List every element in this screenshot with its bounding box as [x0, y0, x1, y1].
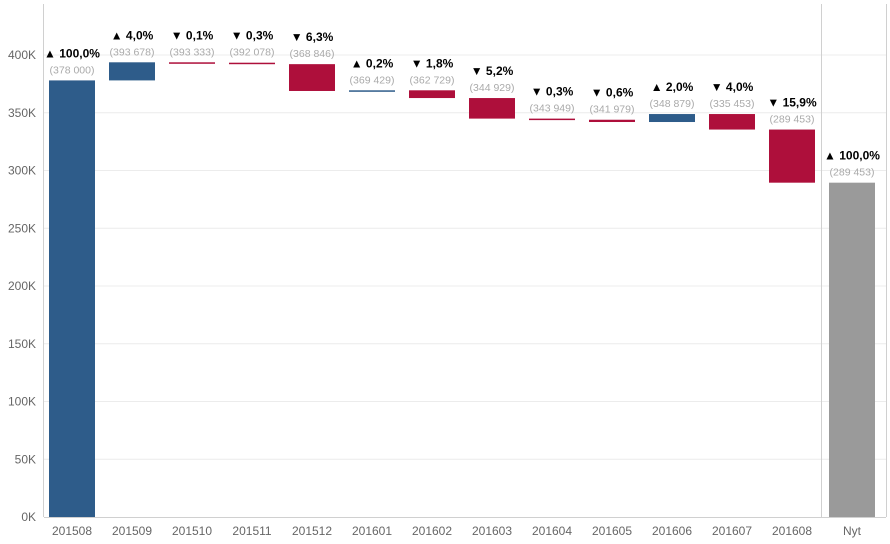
bar-201601 [349, 90, 395, 92]
y-tick-label: 400K [8, 48, 36, 62]
pct-label-Nyt: ▲ 100,0% [824, 149, 880, 163]
y-tick-label: 300K [8, 164, 36, 178]
bar-201606 [649, 114, 695, 123]
y-tick-label: 350K [8, 106, 36, 120]
pct-label-201607: ▼ 4,0% [711, 80, 754, 94]
bar-201602 [409, 90, 455, 99]
bar-201607 [709, 114, 755, 130]
value-label-201512: (368 846) [290, 48, 335, 60]
y-axis: 0K 50K 100K 150K 200K 250K 300K 350K 400K [8, 4, 44, 524]
pct-label-201604: ▼ 0,3% [531, 85, 574, 99]
pct-label-201511: ▼ 0,3% [231, 29, 274, 43]
x-tick-label: 201602 [412, 524, 452, 538]
pct-label-201509: ▲ 4,0% [111, 28, 154, 42]
bars [49, 62, 875, 518]
value-label-201605: (341 979) [590, 104, 635, 116]
value-label-201606: (348 879) [650, 98, 695, 110]
value-label-201602: (362 729) [410, 74, 455, 86]
value-label-201608: (289 453) [770, 114, 815, 126]
value-label-201607: (335 453) [710, 98, 755, 110]
value-label-Nyt: (289 453) [830, 167, 875, 179]
bar-201511 [229, 62, 275, 65]
y-tick-label: 100K [8, 395, 36, 409]
y-tick-label: 250K [8, 221, 36, 235]
value-label-201510: (393 333) [170, 46, 215, 58]
x-tick-label: 201601 [352, 524, 392, 538]
value-label-201509: (393 678) [110, 46, 155, 58]
gridlines [44, 54, 886, 460]
y-tick-label: 0K [21, 510, 36, 524]
x-axis: 201508 201509 201510 201511 201512 201601 2016… [44, 4, 887, 538]
x-tick-label: 201604 [532, 524, 572, 538]
x-tick-label: 201511 [232, 524, 271, 538]
value-label-201603: (344 929) [470, 82, 515, 94]
x-tick-label: 201510 [172, 524, 212, 538]
bar-201603 [469, 98, 515, 119]
y-tick-label: 200K [8, 279, 36, 293]
pct-label-201508: ▲ 100,0% [44, 46, 100, 60]
value-label-201601: (369 429) [350, 74, 395, 86]
x-tick-label: 201608 [772, 524, 812, 538]
value-label-201511: (392 078) [230, 47, 275, 59]
pct-label-201510: ▼ 0,1% [171, 28, 214, 42]
x-tick-label: 201603 [472, 524, 512, 538]
x-tick-label: 201605 [592, 524, 632, 538]
y-tick-label: 50K [15, 452, 36, 466]
data-labels: ▲ 100,0% (378 000) ▲ 4,0% (393 678) ▼ 0,1% (3… [44, 28, 880, 178]
pct-label-201606: ▲ 2,0% [651, 80, 694, 94]
bar-Nyt [829, 182, 875, 518]
pct-label-201608: ▼ 15,9% [767, 96, 817, 110]
bar-201509 [109, 62, 155, 81]
x-tick-label: 201509 [112, 524, 152, 538]
value-label-201604: (343 949) [530, 103, 575, 115]
value-label-201508: (378 000) [50, 64, 95, 76]
x-tick-label: Nyt [843, 524, 862, 538]
pct-label-201602: ▼ 1,8% [411, 56, 454, 70]
pct-label-201512: ▼ 6,3% [291, 30, 334, 44]
pct-label-201603: ▼ 5,2% [471, 64, 514, 78]
x-tick-label: 201606 [652, 524, 692, 538]
x-tick-label: 201607 [712, 524, 752, 538]
bar-201512 [289, 64, 335, 91]
pct-label-201605: ▼ 0,6% [591, 86, 634, 100]
bar-201605 [589, 119, 635, 123]
bar-201608 [769, 129, 815, 183]
pct-label-201601: ▲ 0,2% [351, 56, 394, 70]
y-tick-label: 150K [8, 337, 36, 351]
x-tick-label: 201512 [292, 524, 332, 538]
bar-201508 [49, 80, 95, 517]
bar-201604 [529, 118, 575, 121]
bar-201510 [169, 62, 215, 64]
x-tick-label: 201508 [52, 524, 92, 538]
